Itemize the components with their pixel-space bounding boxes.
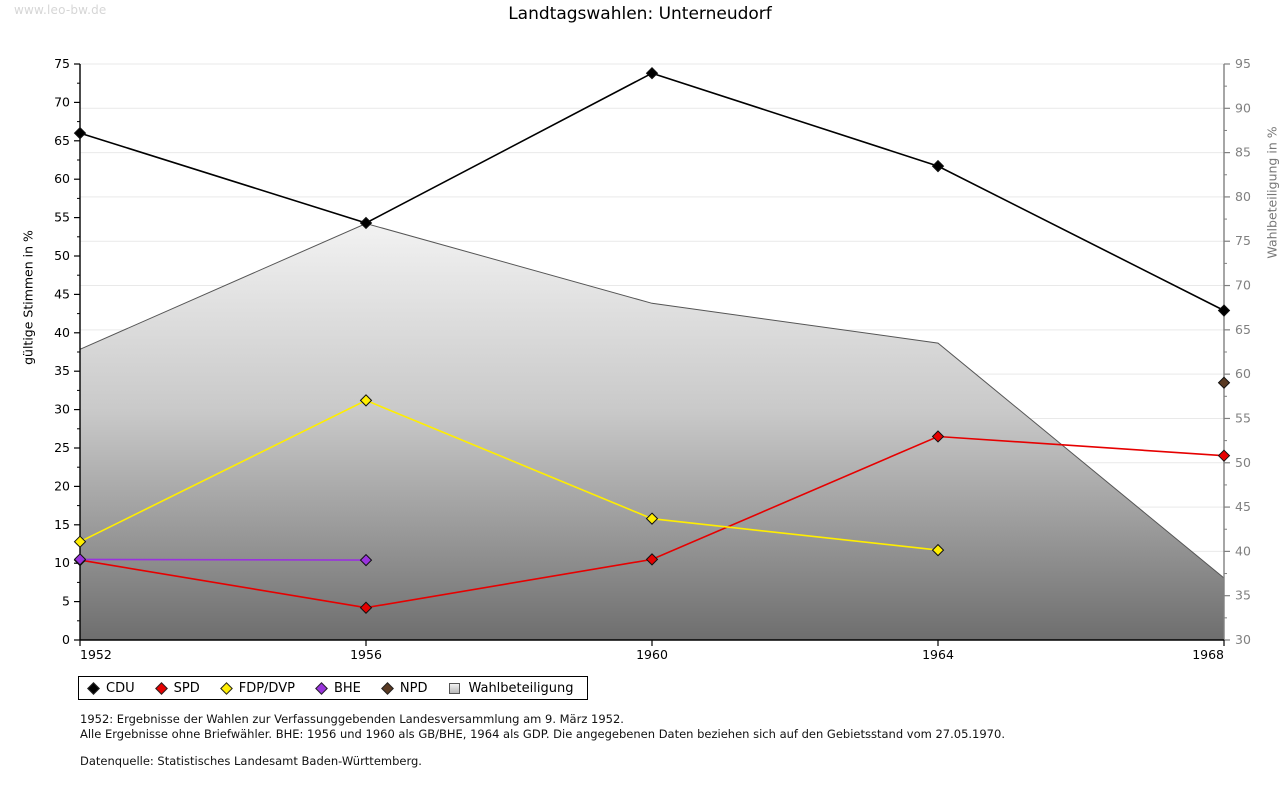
svg-text:75: 75	[1235, 233, 1251, 248]
legend-diamond-icon	[219, 681, 233, 695]
legend-label: FDP/DVP	[238, 680, 295, 696]
svg-text:30: 30	[1235, 632, 1251, 647]
svg-text:55: 55	[54, 210, 70, 225]
legend: CDU SPD FDP/DVP BHE NPD Wahlbeteiligung	[78, 676, 589, 700]
svg-text:20: 20	[54, 478, 70, 493]
footnotes: 1952: Ergebnisse der Wahlen zur Verfassu…	[80, 712, 1005, 769]
legend-square-icon	[449, 682, 461, 694]
svg-text:60: 60	[54, 171, 70, 186]
legend-item-wahlbeteiligung[interactable]: Wahlbeteiligung	[449, 681, 573, 696]
svg-text:30: 30	[54, 402, 70, 417]
svg-text:50: 50	[1235, 455, 1251, 470]
legend-label: SPD	[173, 680, 200, 696]
svg-text:1956: 1956	[350, 647, 382, 662]
legend-diamond-icon	[154, 681, 168, 695]
page-title: Landtagswahlen: Unterneudorf	[508, 4, 772, 24]
watermark: www.leo-bw.de	[14, 3, 107, 17]
footnote-line-1: 1952: Ergebnisse der Wahlen zur Verfassu…	[80, 712, 624, 726]
legend-label: BHE	[333, 680, 361, 696]
svg-text:1964: 1964	[922, 647, 954, 662]
svg-text:60: 60	[1235, 366, 1251, 381]
svg-text:65: 65	[54, 133, 70, 148]
legend-item-cdu[interactable]: CDU	[87, 680, 135, 696]
svg-text:55: 55	[1235, 410, 1251, 425]
svg-text:40: 40	[54, 325, 70, 340]
legend-label: NPD	[399, 680, 428, 696]
axis-ticks	[74, 63, 1230, 646]
svg-text:95: 95	[1235, 56, 1251, 71]
svg-text:90: 90	[1235, 100, 1251, 115]
legend-diamond-icon	[87, 681, 100, 695]
footnote-line-2: Alle Ergebnisse ohne Briefwähler. BHE: 1…	[80, 727, 1005, 741]
svg-text:70: 70	[1235, 278, 1251, 293]
svg-text:50: 50	[54, 248, 70, 263]
data-series	[73, 67, 1231, 614]
wahlbeteiligung-area	[79, 222, 1225, 640]
legend-item-fdp-dvp[interactable]: FDP/DVP	[219, 680, 295, 696]
svg-text:5: 5	[62, 594, 70, 609]
svg-text:35: 35	[1235, 588, 1251, 603]
svg-text:10: 10	[54, 555, 70, 570]
svg-text:35: 35	[54, 363, 70, 378]
svg-text:80: 80	[1235, 189, 1251, 204]
footnote-line-3: Datenquelle: Statistisches Landesamt Bad…	[80, 754, 422, 768]
svg-text:1968: 1968	[1192, 647, 1224, 662]
svg-text:15: 15	[54, 517, 70, 532]
svg-text:25: 25	[54, 440, 70, 455]
legend-item-spd[interactable]: SPD	[154, 680, 200, 696]
svg-text:85: 85	[1235, 145, 1251, 160]
chart-plot: 0 5 10 15 20 25 30 35 40 45 50 55 60 65 70 75 30 35 40 45 50…	[54, 56, 1251, 662]
svg-text:70: 70	[54, 94, 70, 109]
svg-text:45: 45	[54, 286, 70, 301]
svg-text:45: 45	[1235, 499, 1251, 514]
svg-text:0: 0	[62, 632, 70, 647]
svg-text:1952: 1952	[80, 647, 112, 662]
legend-diamond-icon	[315, 681, 328, 695]
svg-text:75: 75	[54, 56, 70, 71]
axis-tick-labels: 0 5 10 15 20 25 30 35 40 45 50 55 60 65 70 75 30 35 40 45 50…	[54, 56, 1251, 662]
legend-label: Wahlbeteiligung	[468, 680, 574, 696]
svg-text:1960: 1960	[636, 647, 668, 662]
svg-text:40: 40	[1235, 543, 1251, 558]
legend-diamond-icon	[381, 681, 394, 695]
svg-text:65: 65	[1235, 322, 1251, 337]
legend-item-bhe[interactable]: BHE	[315, 680, 361, 696]
legend-item-npd[interactable]: NPD	[381, 680, 428, 696]
legend-label: CDU	[106, 680, 135, 696]
